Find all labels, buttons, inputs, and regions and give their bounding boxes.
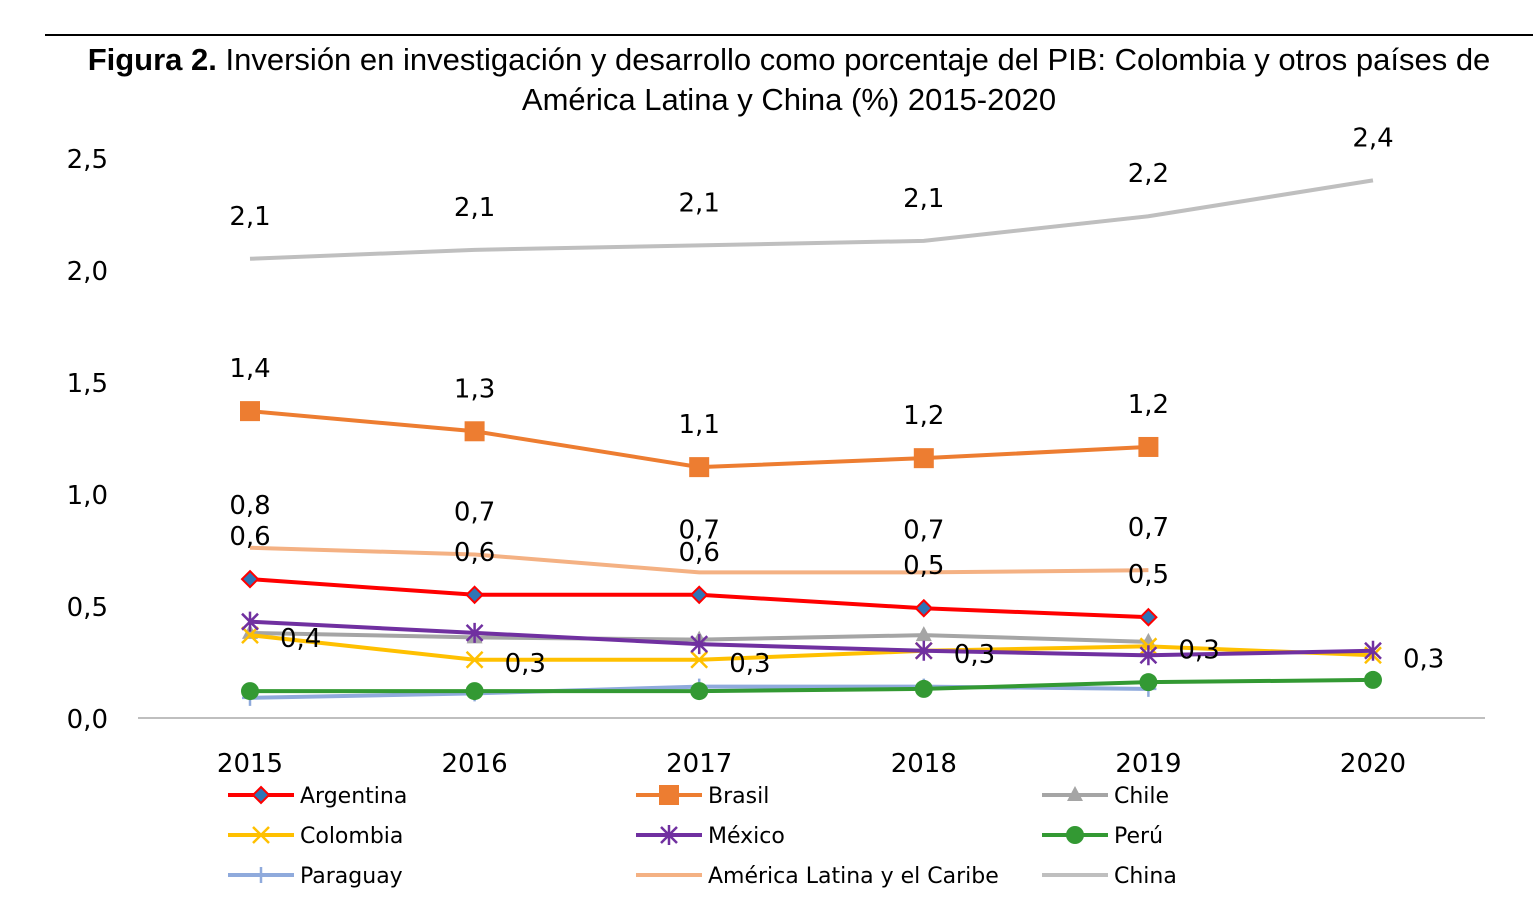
y-tick-label: 2,5	[67, 145, 108, 175]
data-label-argentina: 0,6	[679, 538, 720, 568]
legend-marker-brasil	[659, 785, 679, 805]
series-line-colombia	[249, 633, 1374, 662]
legend-label-china: China	[1114, 864, 1177, 889]
data-label-brasil: 1,4	[229, 354, 270, 384]
point-m-xico	[914, 640, 933, 661]
point-argentina	[1138, 607, 1158, 627]
point-m-xico	[1364, 640, 1382, 661]
series-line-m-xico	[249, 619, 1374, 658]
legend-label-brasil: Brasil	[708, 784, 769, 809]
point-argentina	[465, 585, 485, 605]
chart-title: Figura 2. Inversión en investigación y d…	[45, 40, 1533, 120]
point-m-xico	[690, 634, 709, 655]
data-label-china: 2,1	[454, 193, 495, 223]
data-label-colombia: 0,3	[1403, 644, 1444, 674]
legend-marker-paraguay	[253, 867, 269, 883]
legend-marker-chile	[1067, 786, 1083, 801]
data-label-china: 2,4	[1352, 123, 1393, 153]
point-m-xico	[465, 622, 484, 643]
data-label-china: 2,2	[1128, 159, 1169, 189]
data-label-china: 2,1	[679, 188, 720, 218]
data-label-am-rica-latina-y-el-caribe: 0,7	[1128, 513, 1169, 543]
series-line-china	[249, 178, 1374, 261]
legend-marker-argentina	[251, 785, 271, 805]
legend-label-paraguay: Paraguay	[300, 864, 403, 889]
point-per-	[914, 679, 933, 698]
point-m-xico	[1139, 645, 1158, 666]
point-per-	[1364, 670, 1382, 689]
data-label-china: 2,1	[229, 202, 270, 232]
data-label-colombia: 0,3	[1178, 635, 1219, 665]
point-per-	[241, 682, 259, 701]
y-tick-label: 1,5	[67, 369, 108, 399]
point-colombia	[465, 650, 484, 669]
legend-label-per-: Perú	[1114, 824, 1163, 849]
legend-marker-m-xico	[660, 825, 678, 845]
series-line-per-	[250, 677, 1374, 694]
data-label-am-rica-latina-y-el-caribe: 0,7	[454, 497, 495, 527]
x-tick-label: 2020	[1340, 749, 1406, 779]
y-tick-label: 0,0	[67, 705, 108, 735]
x-tick-label: 2016	[442, 749, 508, 779]
title-text: Inversión en investigación y desarrollo …	[225, 42, 1491, 117]
y-tick-label: 2,0	[67, 257, 108, 287]
point-chile	[1140, 632, 1157, 648]
data-label-argentina: 0,6	[229, 522, 270, 552]
legend-label-chile: Chile	[1114, 784, 1169, 809]
data-label-argentina: 0,5	[903, 551, 944, 581]
title-prefix: Figura 2.	[87, 42, 217, 77]
y-tick-label: 1,0	[67, 481, 108, 511]
legend-label-m-xico: México	[708, 824, 785, 849]
data-label-argentina: 0,6	[454, 538, 495, 568]
point-brasil	[1138, 436, 1159, 457]
data-label-brasil: 1,2	[903, 401, 944, 431]
point-brasil	[464, 421, 485, 442]
legend-label-am-rica-latina-y-el-caribe: América Latina y el Caribe	[708, 864, 999, 889]
data-label-brasil: 1,3	[454, 374, 495, 404]
point-per-	[1139, 673, 1158, 692]
y-tick-label: 0,5	[67, 593, 108, 623]
data-label-colombia: 0,4	[280, 624, 321, 654]
x-tick-label: 2018	[891, 749, 957, 779]
point-argentina	[914, 598, 934, 618]
point-argentina	[689, 585, 709, 605]
top-rule	[45, 34, 1533, 36]
point-chile	[915, 626, 932, 642]
point-brasil	[240, 401, 260, 422]
point-m-xico	[241, 611, 259, 632]
point-colombia	[690, 650, 709, 669]
series-line-am-rica-latina-y-el-caribe	[249, 545, 1149, 575]
x-tick-label: 2019	[1115, 749, 1181, 779]
data-label-argentina: 0,5	[1128, 560, 1169, 590]
data-label-colombia: 0,3	[954, 640, 995, 670]
data-label-brasil: 1,1	[679, 410, 720, 440]
data-label-am-rica-latina-y-el-caribe: 0,8	[229, 491, 270, 521]
point-argentina	[240, 569, 260, 589]
point-per-	[465, 682, 484, 701]
point-colombia	[241, 626, 259, 645]
point-brasil	[689, 457, 710, 478]
x-tick-label: 2017	[666, 749, 732, 779]
point-per-	[690, 682, 709, 701]
point-brasil	[913, 448, 934, 469]
x-tick-label: 2015	[217, 749, 283, 779]
data-label-brasil: 1,2	[1128, 390, 1169, 420]
legend-marker-per-	[1066, 826, 1084, 844]
legend-label-argentina: Argentina	[300, 784, 407, 809]
legend-label-colombia: Colombia	[300, 824, 403, 849]
data-label-colombia: 0,3	[729, 649, 770, 679]
data-label-colombia: 0,3	[505, 649, 546, 679]
data-label-china: 2,1	[903, 184, 944, 214]
legend-marker-colombia	[252, 826, 270, 844]
data-label-am-rica-latina-y-el-caribe: 0,7	[903, 515, 944, 545]
data-label-am-rica-latina-y-el-caribe: 0,7	[679, 515, 720, 545]
